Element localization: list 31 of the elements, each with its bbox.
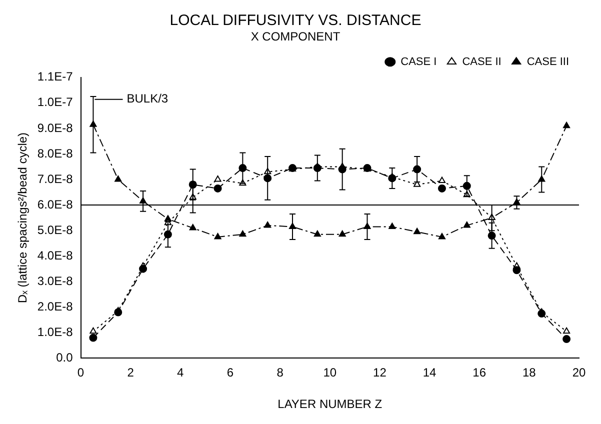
y-tick-label: 1.1E-7 <box>37 70 74 84</box>
y-tick-label: 3.0E-8 <box>37 274 74 288</box>
x-tick-label: 14 <box>422 366 437 380</box>
legend-label: CASE II <box>462 56 502 68</box>
x-tick-label: 6 <box>226 366 234 380</box>
x-tick-label: 16 <box>472 366 486 380</box>
x-tick-label: 12 <box>373 366 387 380</box>
legend-label: CASE III <box>526 56 570 68</box>
y-tick-label: 1.0E-7 <box>37 95 74 110</box>
y-tick-label: 2.0E-8 <box>37 299 74 314</box>
x-tick-label: 18 <box>522 366 536 380</box>
x-tick-label: 20 <box>572 366 586 380</box>
legend-label: BULK/3 <box>126 92 168 106</box>
y-axis-title: Dₓ (lattice spacings²/bead cycle) <box>16 132 30 304</box>
chart-title: LOCAL DIFFUSIVITY VS. DISTANCE <box>170 12 422 30</box>
y-tick-label: 4.0E-8 <box>37 248 74 262</box>
x-tick-label: 0 <box>77 366 84 380</box>
y-tick-label: 6.0E-8 <box>37 197 74 212</box>
x-tick-label: 2 <box>127 366 134 380</box>
y-tick-label: 7.0E-8 <box>37 172 74 186</box>
y-tick-label: 9.0E-8 <box>37 120 74 135</box>
x-tick-label: 4 <box>177 366 184 380</box>
chart-subtitle: X COMPONENT <box>250 30 341 44</box>
y-tick-label: 8.0E-8 <box>37 146 74 160</box>
y-tick-label: 5.0E-8 <box>37 222 74 237</box>
y-tick-label: 1.0E-8 <box>37 324 74 339</box>
legend-label: CASE I <box>400 56 437 68</box>
x-axis-title: LAYER NUMBER Z <box>278 397 382 412</box>
x-tick-label: 10 <box>323 366 337 380</box>
y-tick-label: 0.0 <box>56 350 74 365</box>
x-tick-label: 8 <box>276 366 284 380</box>
